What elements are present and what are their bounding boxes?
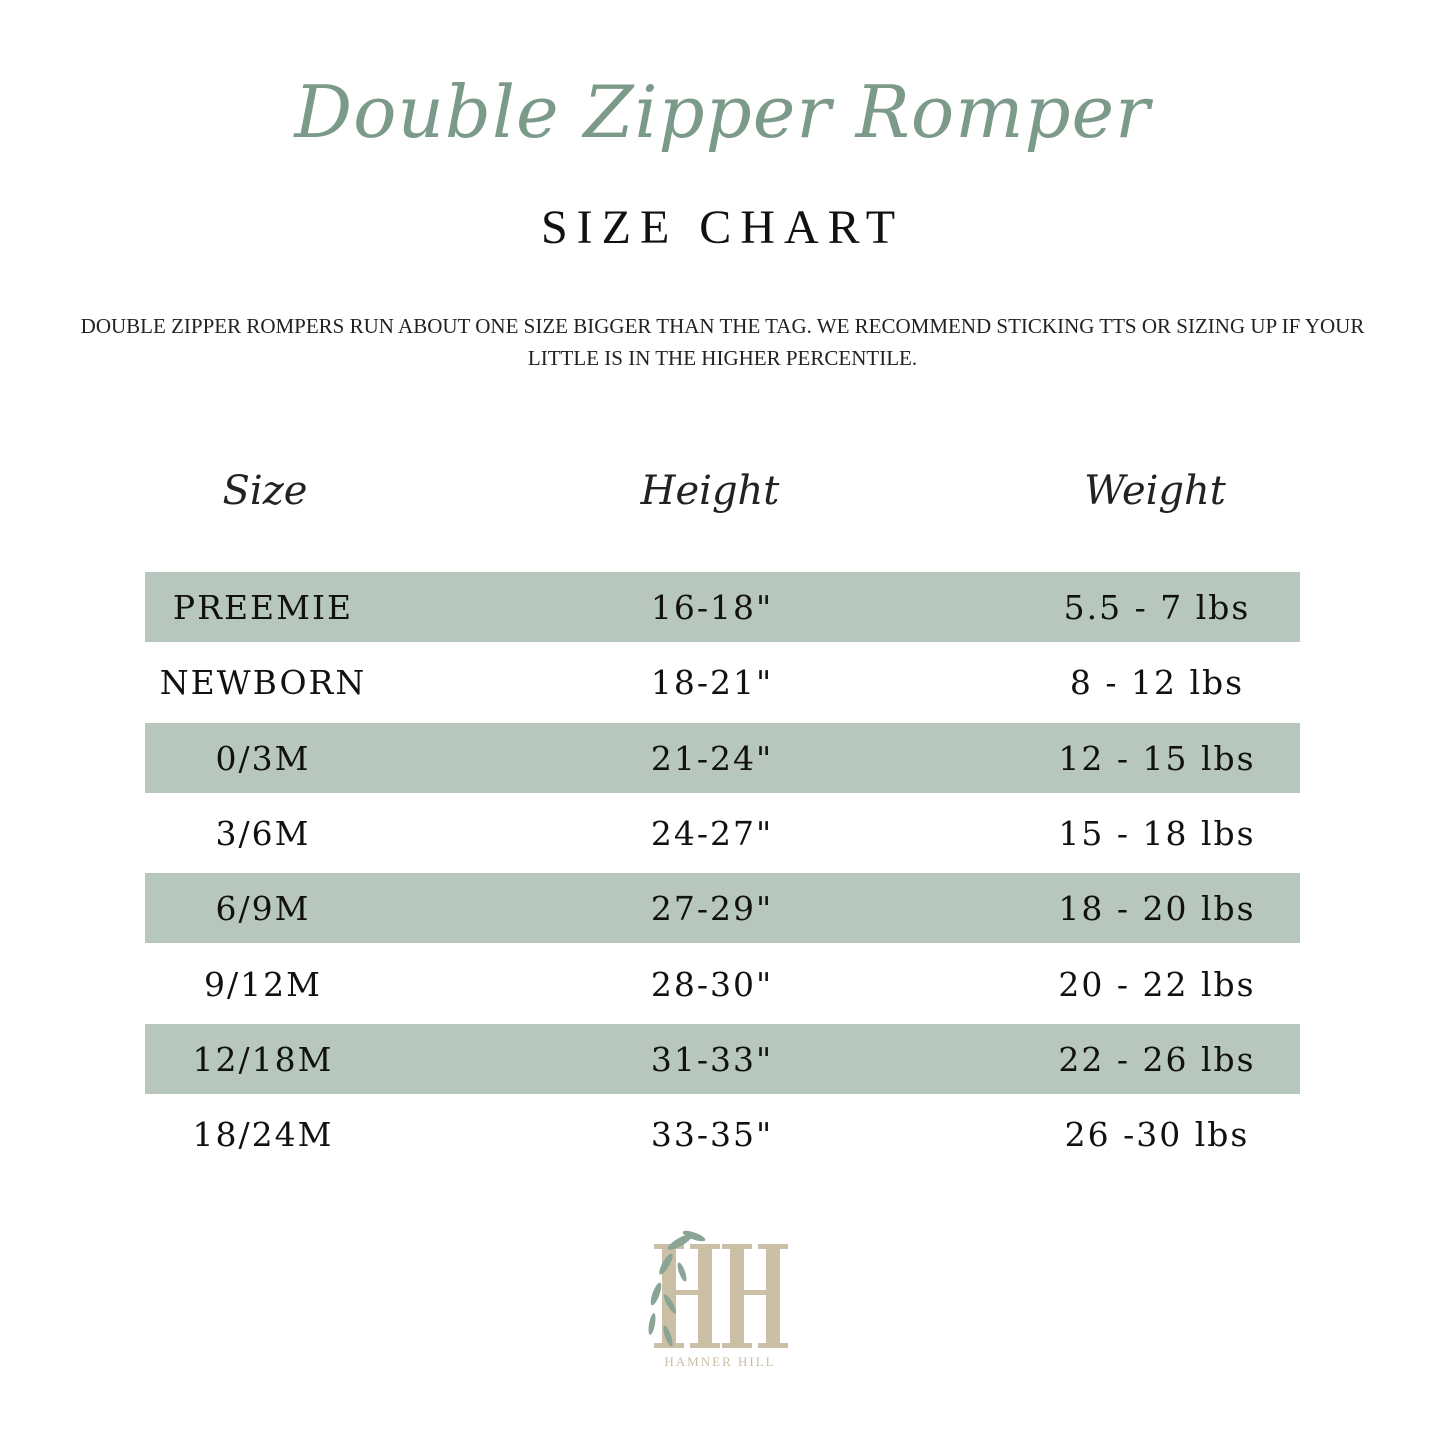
height-cell: 33-35" <box>650 1115 774 1155</box>
weight-cell: 20 - 22 lbs <box>1058 964 1256 1004</box>
table-row: 0/3M 21-24" 12 - 15 lbs <box>145 722 1300 793</box>
size-cell: NEWBORN <box>159 663 367 703</box>
size-cell: 6/9M <box>215 889 311 929</box>
height-cell: 28-30" <box>650 964 774 1004</box>
table-row: 12/18M 31-33" 22 - 26 lbs <box>145 1023 1300 1094</box>
size-cell: 9/12M <box>204 964 322 1004</box>
height-cell: 31-33" <box>650 1039 774 1079</box>
height-cell: 24-27" <box>650 813 774 853</box>
weight-cell: 5.5 - 7 lbs <box>1063 588 1251 627</box>
size-cell: 3/6M <box>215 813 311 853</box>
size-cell: PREEMIE <box>172 588 354 627</box>
header-size: Size <box>222 468 308 514</box>
table-row: NEWBORN 18-21" 8 - 12 lbs <box>145 647 1300 717</box>
weight-cell: 12 - 15 lbs <box>1058 738 1256 778</box>
weight-cell: 18 - 20 lbs <box>1058 889 1256 929</box>
table-row: 9/12M 28-30" 20 - 22 lbs <box>145 949 1300 1019</box>
table-row: 6/9M 27-29" 18 - 20 lbs <box>145 873 1300 944</box>
height-cell: 18-21" <box>650 663 774 703</box>
height-cell: 21-24" <box>650 738 774 778</box>
hh-monogram-mark <box>654 1244 788 1348</box>
weight-cell: 22 - 26 lbs <box>1058 1039 1256 1079</box>
height-cell: 27-29" <box>650 889 774 929</box>
height-cell: 16-18" <box>650 588 774 627</box>
weight-cell: 26 -30 lbs <box>1064 1115 1250 1155</box>
logo-brand-name: HAMNER HILL <box>664 1354 776 1369</box>
table-row: PREEMIE 16-18" 5.5 - 7 lbs <box>145 572 1300 642</box>
weight-cell: 15 - 18 lbs <box>1058 813 1256 853</box>
sizing-note: DOUBLE ZIPPER ROMPERS RUN ABOUT ONE SIZE… <box>80 314 1365 370</box>
size-cell: 18/24M <box>192 1115 334 1155</box>
weight-cell: 8 - 12 lbs <box>1069 663 1245 703</box>
page-subtitle: SIZE CHART <box>540 201 905 254</box>
table-row: 18/24M 33-35" 26 -30 lbs <box>145 1099 1300 1169</box>
size-cell: 0/3M <box>215 738 311 778</box>
size-cell: 12/18M <box>192 1039 334 1079</box>
table-row: 3/6M 24-27" 15 - 18 lbs <box>145 798 1300 868</box>
header-weight: Weight <box>1084 468 1226 514</box>
page-title: Double Zipper Romper <box>294 70 1151 154</box>
olive-branch-icon <box>648 1230 706 1347</box>
header-height: Height <box>640 468 780 514</box>
hamner-hill-logo <box>648 1230 788 1348</box>
